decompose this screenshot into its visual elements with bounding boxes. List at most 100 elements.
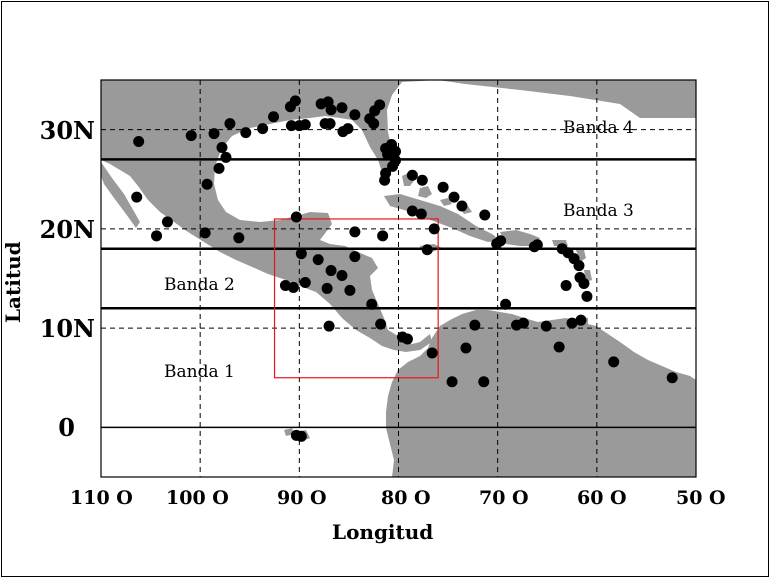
station-point (324, 118, 336, 130)
station-point (325, 104, 337, 116)
lat-tick-30n: 30N (39, 116, 95, 145)
lat-tick-0: 0 (58, 413, 75, 442)
station-point (446, 376, 458, 388)
station-point (437, 181, 449, 193)
station-point (299, 119, 311, 131)
lon-tick-70o: 70 O (479, 487, 529, 509)
station-point (349, 226, 361, 238)
station-point (133, 136, 145, 148)
station-point (379, 174, 391, 186)
x-axis-title: Longitud (332, 520, 434, 544)
station-point (553, 341, 565, 353)
station-point (368, 118, 380, 130)
station-point (491, 238, 503, 250)
station-point (566, 317, 578, 329)
band-1-label: Banda 1 (164, 362, 235, 382)
study-area-box (273, 218, 439, 379)
station-point (321, 282, 333, 294)
station-point (448, 191, 460, 203)
lon-tick-110o: 110 O (70, 487, 133, 509)
station-point (233, 232, 245, 244)
station-point (199, 227, 211, 239)
station-point (581, 290, 593, 302)
stations-layer (131, 95, 678, 442)
lat-tick-20n: 20N (39, 215, 95, 244)
station-point (323, 320, 335, 332)
station-point (369, 105, 381, 117)
station-point (344, 284, 356, 296)
station-point (428, 223, 440, 235)
station-point (500, 298, 512, 310)
station-point (220, 151, 232, 163)
station-point (285, 120, 297, 132)
station-point (479, 209, 491, 221)
y-axis-title: Latitud (1, 241, 25, 323)
station-point (295, 430, 307, 442)
hispaniola (500, 230, 540, 246)
station-point (366, 298, 378, 310)
graticule-dashed (101, 80, 696, 477)
station-point (208, 128, 220, 140)
station-point (540, 320, 552, 332)
station-point (342, 123, 354, 135)
station-point (336, 102, 348, 114)
station-point (401, 333, 413, 345)
station-point (299, 276, 311, 288)
map-border (100, 79, 697, 478)
station-point (575, 314, 587, 326)
station-point (287, 281, 299, 293)
station-point (240, 127, 252, 139)
north-america-landmass (101, 80, 696, 352)
station-point (517, 317, 529, 329)
station-point (528, 241, 540, 253)
lon-tick-100o: 100 O (166, 487, 229, 509)
station-point (325, 265, 337, 277)
station-point (406, 205, 418, 217)
band-3-label: Banda 3 (563, 201, 634, 221)
band-boundary-lines (101, 158, 696, 429)
station-point (185, 130, 197, 142)
station-point (578, 277, 590, 289)
lon-tick-50o: 50 O (676, 487, 726, 509)
station-point (268, 111, 280, 123)
station-point (560, 279, 572, 291)
station-point (608, 356, 620, 368)
station-point (416, 174, 428, 186)
station-point (312, 254, 324, 266)
lon-tick-80o: 80 O (381, 487, 431, 509)
band-2-label: Banda 2 (164, 275, 235, 295)
station-point (456, 200, 468, 212)
station-point (349, 251, 361, 263)
station-point (201, 178, 213, 190)
station-point (289, 95, 301, 107)
lat-tick-10n: 10N (39, 314, 95, 343)
station-point (151, 230, 163, 242)
station-point (349, 109, 361, 121)
baja-california (101, 162, 140, 228)
station-point (290, 211, 302, 223)
station-point (377, 230, 389, 242)
station-point (460, 342, 472, 354)
station-point (375, 318, 387, 330)
station-point (421, 244, 433, 256)
station-point (478, 376, 490, 388)
lon-tick-90o: 90 O (277, 487, 327, 509)
station-point (161, 216, 173, 228)
station-point (213, 162, 225, 174)
station-point (469, 319, 481, 331)
station-point (216, 141, 228, 153)
station-point (390, 145, 402, 157)
station-point (406, 169, 418, 181)
station-point (426, 347, 438, 359)
station-point (390, 154, 402, 166)
station-point (573, 260, 585, 272)
station-point (336, 270, 348, 282)
station-point (666, 372, 678, 384)
station-point (257, 123, 269, 135)
station-point (415, 208, 427, 220)
station-point (295, 248, 307, 260)
band-4-label: Banda 4 (563, 118, 634, 138)
station-point (131, 191, 143, 203)
